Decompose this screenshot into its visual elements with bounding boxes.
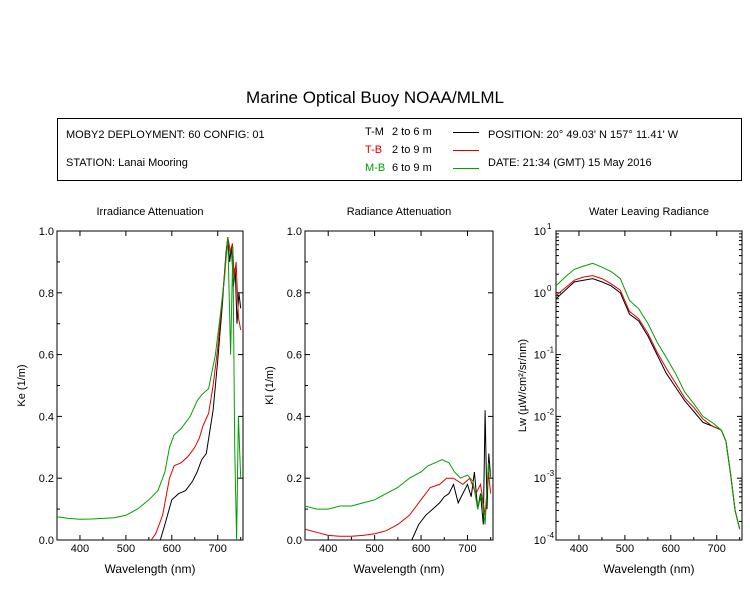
y-tick-label: 10 [534, 411, 546, 423]
x-tick-label: 400 [71, 543, 89, 555]
y-axis-label: Kl (1/m) [264, 366, 276, 405]
y-tick-label: 10 [534, 473, 546, 485]
x-tick-label: 700 [708, 543, 726, 555]
y-axis-label: Ke (1/m) [16, 364, 28, 406]
deployment-text: MOBY2 DEPLOYMENT: 60 CONFIG: 01 [66, 129, 265, 141]
y-tick-label: 0.0 [39, 535, 54, 547]
legend-item-tm: T-M 2 to 6 m [365, 126, 535, 140]
y-tick-label: 0.2 [287, 473, 302, 485]
panel-title-radiance: Radiance Attenuation [346, 206, 452, 218]
x-tick-label: 600 [412, 543, 430, 555]
x-tick-label: 700 [458, 543, 476, 555]
y-tick-label: 0.6 [39, 350, 54, 362]
x-tick-label: 500 [616, 543, 634, 555]
series-line-m-b [57, 237, 242, 540]
y-tick-exponent: -4 [547, 531, 555, 540]
y-tick-label: 0.2 [39, 473, 54, 485]
legend-swatch-tb [453, 150, 479, 151]
position-text: POSITION: 20° 49.03' N 157° 11.41' W [488, 129, 679, 141]
y-tick-exponent: 0 [547, 284, 552, 293]
y-tick-exponent: -3 [547, 469, 555, 478]
series-line-m-b [556, 262, 741, 530]
chart-title: Marine Optical Buoy NOAA/MLML [246, 88, 504, 107]
y-tick-label: 10 [534, 226, 546, 238]
y-tick-label: 0.4 [287, 411, 302, 423]
panel-title-irradiance: Irradiance Attenuation [96, 206, 204, 218]
axes-frame [555, 230, 743, 541]
legend-label-mb: M-B [365, 162, 386, 174]
legend-swatch-tm [453, 132, 479, 133]
panel-0: 400 500 600 700 0.0 0.2 0.4 0.6 0.8 1.0 Wavelength… [16, 226, 244, 576]
y-tick-label: 1.0 [287, 226, 302, 238]
y-tick-label: 0.6 [287, 350, 302, 362]
legend-item-mb: M-B 6 to 9 m [365, 162, 535, 176]
legend-range-mb: 6 to 9 m [392, 162, 432, 174]
y-tick-label: 10 [534, 350, 546, 362]
x-axis-label: Wavelength (nm) [604, 562, 695, 576]
axes-frame [304, 230, 494, 541]
legend-label-tm: T-M [365, 126, 384, 138]
series-line-t-m [556, 278, 741, 530]
x-tick-label: 500 [117, 543, 135, 555]
legend-label-tb: T-B [365, 144, 383, 156]
x-tick-label: 600 [662, 543, 680, 555]
legend-range-tb: 2 to 9 m [392, 144, 432, 156]
y-tick-label: 10 [534, 535, 546, 547]
y-tick-exponent: -1 [547, 346, 555, 355]
series-line-t-b [150, 237, 242, 540]
y-tick-exponent: 1 [547, 222, 552, 231]
y-tick-label: 10 [534, 288, 546, 300]
series-line-t-b [556, 275, 741, 530]
y-tick-label: 0.0 [287, 535, 302, 547]
date-text: DATE: 21:34 (GMT) 15 May 2016 [488, 157, 652, 169]
x-axis-label: Wavelength (nm) [105, 562, 196, 576]
x-axis-label: Wavelength (nm) [354, 562, 445, 576]
legend-swatch-mb [453, 168, 479, 169]
x-tick-label: 700 [209, 543, 227, 555]
station-text: STATION: Lanai Mooring [66, 157, 188, 169]
y-tick-label: 0.8 [39, 288, 54, 300]
y-tick-label: 0.8 [287, 288, 302, 300]
y-axis-label: Lw (µW/cm²/sr/nm) [517, 339, 529, 432]
info-box: MOBY2 DEPLOYMENT: 60 CONFIG: 01 STATION:… [57, 118, 742, 181]
x-tick-label: 500 [365, 543, 383, 555]
series-line-t-m [411, 410, 492, 540]
series-line-m-b [305, 459, 492, 525]
y-tick-exponent: -2 [547, 407, 555, 416]
x-tick-label: 600 [163, 543, 181, 555]
y-tick-label: 0.4 [39, 411, 54, 423]
panel-title-water-leaving: Water Leaving Radiance [588, 206, 710, 218]
panel-1: 400 500 600 700 0.0 0.2 0.4 0.6 0.8 1.0 Wavelength… [264, 226, 494, 576]
legend-item-tb: T-B 2 to 9 m [365, 144, 535, 158]
x-tick-label: 400 [319, 543, 337, 555]
legend-range-tm: 2 to 6 m [392, 126, 432, 138]
y-tick-label: 1.0 [39, 226, 54, 238]
x-tick-label: 400 [570, 543, 588, 555]
series-line-t-b [305, 471, 492, 537]
